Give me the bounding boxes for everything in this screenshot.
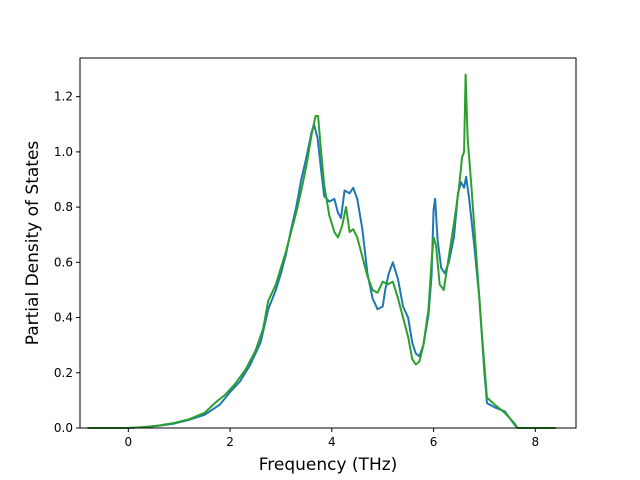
plot-frame [79,57,577,429]
x-tick-label: 0 [125,435,133,449]
x-tick-label: 4 [328,435,336,449]
y-axis: 0.0 0.2 0.4 0.6 0.8 1.0 1.2 [54,90,80,435]
x-tick-label: 2 [226,435,234,449]
x-tick-label: 8 [531,435,539,449]
y-tick-label: 1.0 [54,145,73,159]
x-axis: 0 2 4 6 8 [125,428,539,449]
x-axis-label: Frequency (THz) [259,455,398,475]
x-tick-label: 6 [430,435,438,449]
y-tick-label: 0.8 [54,200,73,214]
y-tick-label: 0.4 [54,311,73,325]
y-tick-label: 1.2 [54,90,73,104]
series-lines [87,73,556,429]
y-tick-label: 0.2 [54,366,73,380]
y-tick-label: 0.6 [54,255,73,269]
y-tick-label: 0.0 [54,421,73,435]
y-axis-label: Partial Density of States [23,141,43,346]
series-line-2 [87,73,556,429]
